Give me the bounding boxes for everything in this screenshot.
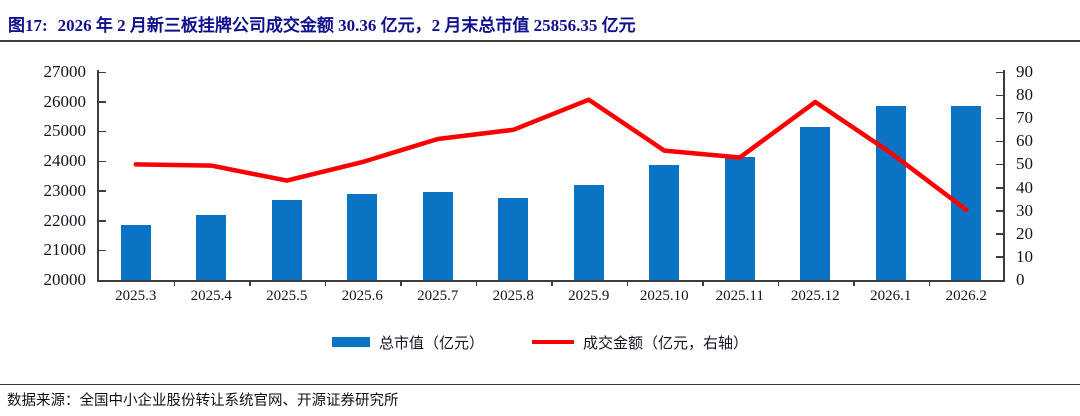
y-axis-label-left: 22000 [43,210,87,230]
legend-line-swatch-icon [532,340,574,344]
bar-market-cap [800,126,831,280]
bar-market-cap [724,156,755,280]
y-axis-label-left: 25000 [43,121,87,141]
bar-market-cap [951,105,982,280]
y-axis-label-right: 60 [1016,131,1033,151]
x-axis-tick [853,282,855,286]
y-axis-left-line [97,70,99,282]
y-axis-label-right: 50 [1016,154,1033,174]
chart-legend: 总市值（亿元） 成交金额（亿元，右轴） [0,330,1080,354]
legend-item: 成交金额（亿元，右轴） [532,332,748,353]
x-axis-tick [928,282,930,286]
y-axis-tick-left [99,71,106,73]
figure-title-text: 2026 年 2 月新三板挂牌公司成交金额 30.36 亿元，2 月末总市值 2… [57,16,636,35]
y-axis-label-right: 90 [1016,62,1033,81]
x-axis-label: 2025.7 [417,288,459,304]
x-axis-label: 2026.2 [945,288,987,304]
source-divider [0,384,1080,385]
bar-market-cap [120,225,151,280]
legend-bar-swatch-icon [331,337,370,347]
y-axis-tick-right [996,210,1003,212]
y-axis-label-right: 70 [1016,108,1033,128]
y-axis-tick-right [996,187,1003,189]
x-axis-label: 2025.10 [639,288,689,304]
y-axis-tick-left [99,101,106,103]
y-axis-tick-left [99,190,106,192]
y-axis-tick-right [996,117,1003,120]
legend-label: 成交金额（亿元，右轴） [583,335,749,352]
y-axis-tick-left [99,249,106,252]
x-axis-label: 2025.6 [341,288,383,304]
x-axis-tick [777,282,779,286]
x-axis-tick [626,282,628,286]
y-axis-tick-left [99,220,106,222]
turnover-line [133,97,969,213]
bar-market-cap [498,197,529,280]
y-axis-label-left: 24000 [43,151,87,171]
x-axis-line [97,280,1005,282]
y-axis-tick-right [996,94,1003,97]
x-axis-tick [702,282,704,286]
bar-market-cap [875,106,906,280]
x-axis-tick [551,282,553,286]
bar-market-cap [573,184,604,280]
x-axis-tick [173,282,175,286]
x-axis-label: 2026.1 [870,288,912,304]
y-axis-tick-left [99,130,106,133]
x-axis-tick [400,282,402,286]
y-axis-label-right: 10 [1016,246,1033,266]
y-axis-tick-right [996,233,1003,235]
data-source-note: 数据来源：全国中小企业股份转让系统官网、开源证券研究所 [7,393,399,409]
y-axis-tick-right [996,163,1003,166]
y-axis-tick-right [996,256,1003,258]
y-axis-label-right: 0 [1016,270,1025,289]
y-axis-label-right: 80 [1016,85,1033,105]
y-axis-label-right: 40 [1016,177,1033,197]
y-axis-label-left: 20000 [43,270,87,289]
x-axis-label: 2025.11 [715,288,764,304]
x-axis-label: 2025.9 [568,288,610,304]
bar-market-cap [196,214,227,280]
x-axis-tick [324,282,326,286]
x-axis-label: 2025.3 [115,288,157,304]
legend-label: 总市值（亿元） [378,335,484,352]
x-axis-label: 2025.8 [492,288,534,304]
y-axis-right-line [1003,70,1005,282]
x-axis-tick [475,282,477,286]
y-axis-label-left: 27000 [43,62,87,81]
legend-item: 总市值（亿元） [331,332,484,353]
bar-market-cap [422,192,453,280]
y-axis-label-left: 21000 [43,240,87,260]
y-axis-label-left: 26000 [43,91,87,111]
title-divider [0,40,1080,42]
bar-market-cap [271,200,302,280]
x-axis-tick [249,282,251,286]
y-axis-tick-left [99,160,106,163]
bar-market-cap [649,164,680,280]
figure-title: 图17: 2026 年 2 月新三板挂牌公司成交金额 30.36 亿元，2 月末总… [8,11,636,36]
x-axis-label: 2025.4 [190,288,232,304]
x-axis-label: 2025.5 [266,288,308,304]
y-axis-label-left: 23000 [43,180,87,200]
bar-market-cap [347,194,378,280]
y-axis-tick-right [996,71,1003,73]
y-axis-label-right: 30 [1016,200,1033,220]
y-axis-tick-left [99,279,106,281]
x-axis-label: 2025.12 [790,288,840,304]
y-axis-tick-right [996,140,1003,143]
figure-number-label: 图17: [8,16,48,35]
y-axis-label-right: 20 [1016,223,1033,243]
y-axis-tick-right [996,279,1003,281]
